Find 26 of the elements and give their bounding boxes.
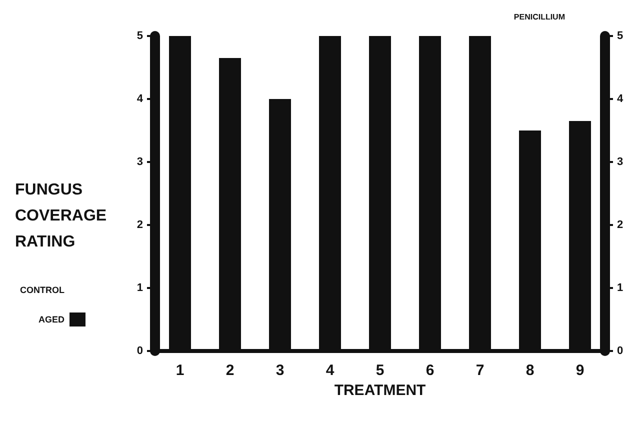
x-tick-label: 3: [276, 362, 284, 379]
y2-tick-label: 0: [617, 345, 624, 357]
y2-tick-label: 5: [617, 30, 624, 42]
x-tick-label: 1: [176, 362, 184, 379]
y2-tick-label: 4: [617, 93, 624, 105]
y-tick-label: 2: [136, 219, 143, 231]
y2-tick-label: 3: [617, 156, 624, 168]
y-tick-label: 3: [136, 156, 143, 168]
x-axis-title: TREATMENT: [334, 382, 426, 399]
x-tick-label: 5: [376, 362, 384, 379]
y-tick-label: 0: [136, 345, 143, 357]
x-tick-label: 8: [526, 362, 534, 379]
chart-title: PENICILLIUM: [514, 12, 566, 22]
y2-tick-label: 1: [617, 282, 624, 294]
x-tick-label: 6: [426, 362, 434, 379]
x-tick-label: 2: [226, 362, 234, 379]
y-axis-title: FUNGUS COVERAGE RATING: [15, 182, 107, 250]
y-tick-label: 1: [136, 282, 143, 294]
y-tick-label: 5: [136, 30, 143, 42]
text: CONTROL: [20, 285, 65, 295]
y-tick-label: 4: [136, 93, 144, 105]
x-tick-label: 4: [326, 362, 335, 379]
x-tick-label: 9: [576, 362, 584, 379]
legend-label: AGED: [38, 314, 65, 324]
x-tick-label: 7: [476, 362, 484, 379]
y2-tick-label: 2: [617, 219, 624, 231]
